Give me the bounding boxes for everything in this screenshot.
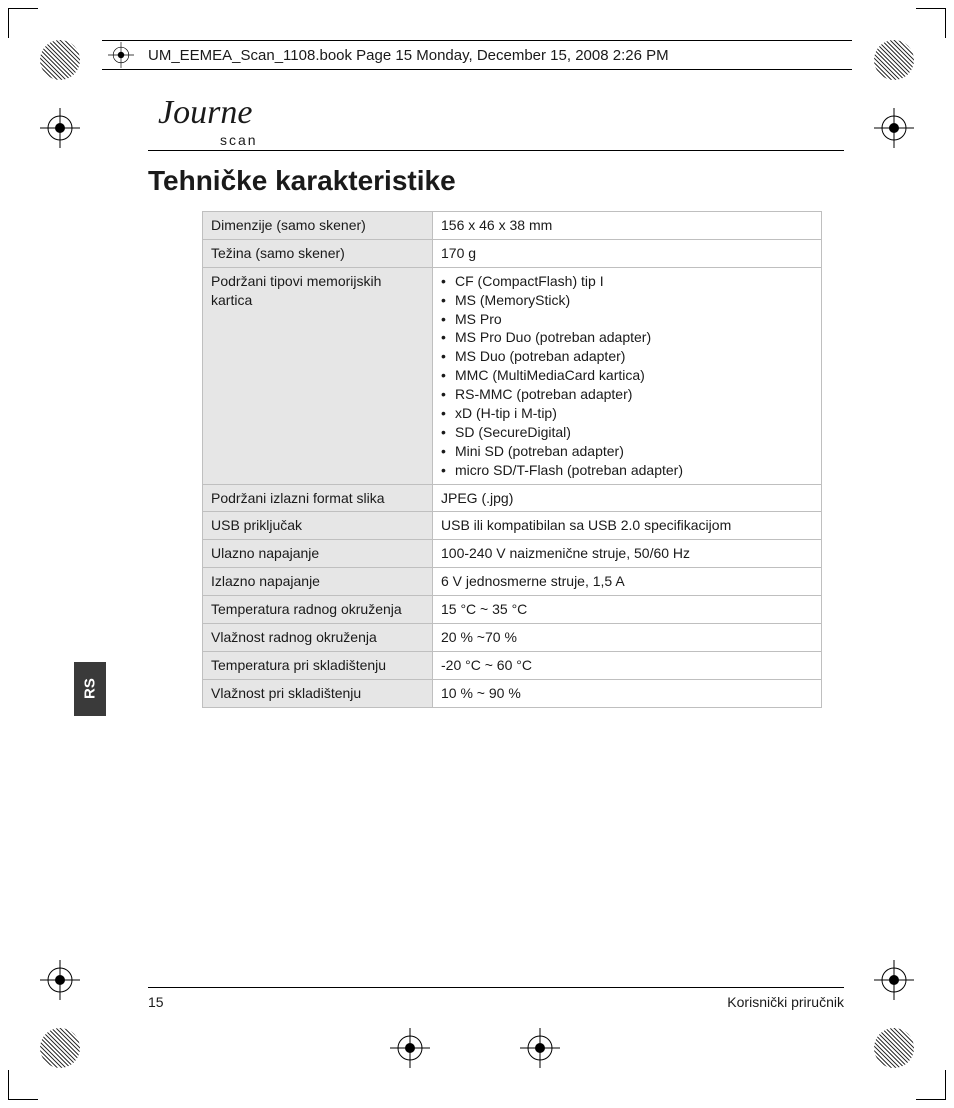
- crop-mark-tl: [8, 8, 38, 38]
- book-title: Korisnički priručnik: [727, 994, 844, 1010]
- crop-mark-br: [916, 1070, 946, 1100]
- crop-mark-tr: [916, 8, 946, 38]
- spec-value: 6 V jednosmerne struje, 1,5 A: [433, 568, 822, 596]
- spec-label: Temperatura pri skladištenju: [203, 651, 433, 679]
- table-row: Podržani tipovi memorijskih karticaCF (C…: [203, 267, 822, 484]
- registration-mark-icon: [108, 42, 134, 68]
- list-item: MS Pro: [441, 310, 813, 329]
- table-row: Temperatura radnog okruženja15 °C ~ 35 °…: [203, 596, 822, 624]
- spec-value-list: CF (CompactFlash) tip IMS (MemoryStick)M…: [441, 272, 813, 480]
- registration-mark-icon: [390, 1028, 430, 1068]
- spec-label: USB priključak: [203, 512, 433, 540]
- list-item: MS (MemoryStick): [441, 291, 813, 310]
- language-tab: RS: [74, 662, 106, 716]
- hatch-circle-icon: [40, 40, 80, 80]
- table-row: Vlažnost pri skladištenju10 % ~ 90 %: [203, 679, 822, 707]
- table-row: Izlazno napajanje6 V jednosmerne struje,…: [203, 568, 822, 596]
- table-row: Vlažnost radnog okruženja20 % ~70 %: [203, 624, 822, 652]
- spec-value: 20 % ~70 %: [433, 624, 822, 652]
- spec-label: Vlažnost pri skladištenju: [203, 679, 433, 707]
- page-footer: 15 Korisnički priručnik: [148, 987, 844, 1010]
- list-item: MS Pro Duo (potreban adapter): [441, 328, 813, 347]
- spec-table: Dimenzije (samo skener)156 x 46 x 38 mmT…: [202, 211, 822, 708]
- hatch-circle-icon: [40, 1028, 80, 1068]
- table-row: Ulazno napajanje100-240 V naizmenične st…: [203, 540, 822, 568]
- list-item: MS Duo (potreban adapter): [441, 347, 813, 366]
- table-row: USB priključakUSB ili kompatibilan sa US…: [203, 512, 822, 540]
- spec-value: JPEG (.jpg): [433, 484, 822, 512]
- spec-label: Podržani tipovi memorijskih kartica: [203, 267, 433, 484]
- spec-value: 100-240 V naizmenične struje, 50/60 Hz: [433, 540, 822, 568]
- hatch-circle-icon: [874, 40, 914, 80]
- spec-value: 170 g: [433, 239, 822, 267]
- divider: [148, 150, 844, 151]
- spec-label: Izlazno napajanje: [203, 568, 433, 596]
- page-number: 15: [148, 994, 164, 1010]
- crop-mark-bl: [8, 1070, 38, 1100]
- table-row: Temperatura pri skladištenju-20 °C ~ 60 …: [203, 651, 822, 679]
- hatch-circle-icon: [874, 1028, 914, 1068]
- list-item: xD (H-tip i M-tip): [441, 404, 813, 423]
- registration-mark-icon: [40, 108, 80, 148]
- table-row: Podržani izlazni format slikaJPEG (.jpg): [203, 484, 822, 512]
- list-item: SD (SecureDigital): [441, 423, 813, 442]
- registration-mark-icon: [520, 1028, 560, 1068]
- registration-mark-icon: [874, 108, 914, 148]
- spec-value: 156 x 46 x 38 mm: [433, 212, 822, 240]
- page-header-bar: UM_EEMEA_Scan_1108.book Page 15 Monday, …: [102, 40, 852, 70]
- spec-label: Dimenzije (samo skener): [203, 212, 433, 240]
- list-item: micro SD/T-Flash (potreban adapter): [441, 461, 813, 480]
- header-text: UM_EEMEA_Scan_1108.book Page 15 Monday, …: [148, 47, 669, 64]
- brand-logo-sub: scan: [220, 132, 844, 148]
- spec-label: Težina (samo skener): [203, 239, 433, 267]
- list-item: RS-MMC (potreban adapter): [441, 385, 813, 404]
- list-item: Mini SD (potreban adapter): [441, 442, 813, 461]
- spec-label: Temperatura radnog okruženja: [203, 596, 433, 624]
- list-item: CF (CompactFlash) tip I: [441, 272, 813, 291]
- spec-value: 10 % ~ 90 %: [433, 679, 822, 707]
- list-item: MMC (MultiMediaCard kartica): [441, 366, 813, 385]
- spec-value: USB ili kompatibilan sa USB 2.0 specifik…: [433, 512, 822, 540]
- page-title: Tehničke karakteristike: [148, 165, 844, 197]
- spec-value: CF (CompactFlash) tip IMS (MemoryStick)M…: [433, 267, 822, 484]
- spec-label: Ulazno napajanje: [203, 540, 433, 568]
- table-row: Težina (samo skener)170 g: [203, 239, 822, 267]
- spec-value: -20 °C ~ 60 °C: [433, 651, 822, 679]
- registration-mark-icon: [874, 960, 914, 1000]
- spec-label: Vlažnost radnog okruženja: [203, 624, 433, 652]
- registration-mark-icon: [40, 960, 80, 1000]
- page-content: Journe scan Tehničke karakteristike Dime…: [148, 96, 844, 988]
- spec-label: Podržani izlazni format slika: [203, 484, 433, 512]
- divider: [148, 987, 844, 988]
- spec-value: 15 °C ~ 35 °C: [433, 596, 822, 624]
- table-row: Dimenzije (samo skener)156 x 46 x 38 mm: [203, 212, 822, 240]
- brand-logo: Journe: [158, 96, 844, 130]
